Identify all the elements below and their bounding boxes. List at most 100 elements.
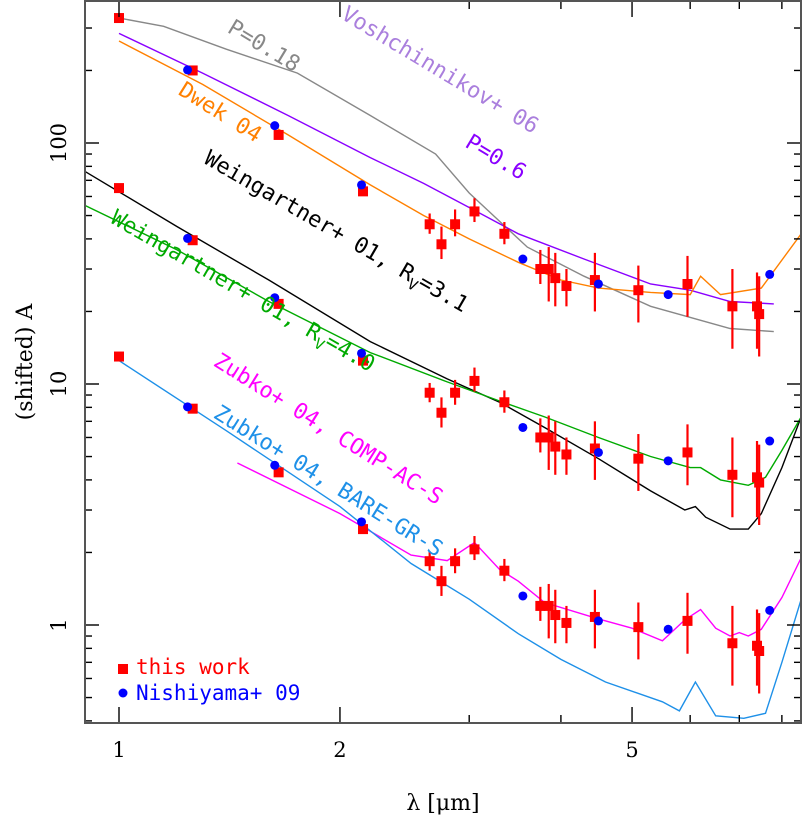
x-tick-label: 5	[625, 738, 638, 762]
data-point-square	[436, 407, 447, 418]
data-point-square	[358, 524, 369, 535]
data-point-square	[469, 375, 480, 386]
x-tick-label: 2	[333, 738, 346, 762]
data-point-square	[633, 453, 644, 464]
data-point-square	[450, 387, 461, 398]
data-point-square	[682, 447, 693, 458]
data-point-circle	[518, 254, 528, 264]
curve	[118, 360, 801, 720]
tick-labels: 1 2 5 1 10 100	[47, 123, 639, 762]
y-tick-label: 10	[47, 371, 71, 398]
axis-ticks	[85, 1, 801, 723]
data-point-square	[358, 186, 369, 197]
data-point-circle	[183, 233, 193, 243]
legend-circle-icon	[118, 688, 128, 698]
data-point-square	[727, 638, 738, 649]
data-point-square	[273, 467, 284, 478]
data-point-square	[114, 13, 124, 24]
data-point-square	[450, 219, 461, 230]
data-point-square	[589, 443, 600, 454]
curve	[118, 32, 774, 305]
curve-label: Voshchinnikov+ 06	[337, 2, 543, 139]
data-point-square	[561, 449, 572, 460]
data-point-circle	[663, 624, 673, 634]
legend-this-work: this work	[136, 655, 250, 679]
data-point-circle	[518, 591, 528, 601]
legend-square-icon	[118, 664, 128, 674]
data-point-square	[436, 239, 447, 250]
data-point-square	[727, 469, 738, 480]
x-axis-title: λ [μm]	[406, 791, 479, 816]
data-point-circle	[357, 348, 367, 358]
data-point-square	[187, 65, 198, 76]
data-point-square	[550, 441, 561, 452]
data-point-square	[754, 646, 765, 657]
data-point-square	[535, 432, 546, 443]
data-point-square	[752, 640, 763, 651]
data-point-square	[535, 600, 546, 611]
data-point-square	[561, 617, 572, 628]
data-point-square	[499, 228, 510, 239]
data-point-square	[436, 576, 447, 587]
data-point-square	[499, 565, 510, 576]
data-point-square	[424, 219, 435, 230]
data-point-circle	[663, 456, 673, 466]
curve-label: P=0.6	[461, 130, 531, 186]
data-point-square	[682, 278, 693, 289]
data-point-circle	[183, 65, 193, 75]
plot-frame	[84, 0, 802, 724]
data-point-square	[114, 183, 124, 194]
data-point-circle	[357, 180, 367, 190]
data-point-square	[543, 432, 554, 443]
data-point-square	[550, 610, 561, 621]
data-point-circle	[183, 402, 193, 412]
data-points	[114, 13, 775, 657]
data-point-circle	[663, 290, 673, 300]
data-point-square	[589, 275, 600, 286]
data-point-circle	[765, 605, 775, 615]
data-point-circle	[765, 436, 775, 446]
data-point-square	[752, 301, 763, 312]
data-point-square	[752, 472, 763, 483]
data-point-square	[633, 622, 644, 633]
y-tick-label: 1	[47, 618, 71, 631]
data-point-square	[499, 397, 510, 408]
data-point-square	[469, 544, 480, 555]
data-point-square	[561, 281, 572, 292]
y-tick-label: 100	[47, 123, 71, 163]
data-point-circle	[593, 616, 603, 626]
data-point-square	[543, 600, 554, 611]
data-point-square	[535, 264, 546, 275]
data-point-square	[424, 387, 435, 398]
data-point-circle	[357, 517, 367, 527]
data-point-square	[589, 611, 600, 622]
data-point-square	[273, 298, 284, 309]
data-point-square	[187, 235, 198, 246]
data-point-square	[273, 129, 284, 140]
legend: this work Nishiyama+ 09	[118, 655, 300, 705]
data-point-square	[754, 309, 765, 320]
data-point-circle	[270, 460, 280, 470]
data-point-square	[450, 556, 461, 567]
data-point-square	[114, 351, 124, 362]
legend-nishiyama: Nishiyama+ 09	[136, 681, 300, 705]
data-point-square	[424, 556, 435, 567]
model-curves	[85, 17, 801, 720]
data-point-square	[633, 285, 644, 296]
data-point-circle	[518, 422, 528, 432]
data-point-square	[682, 615, 693, 626]
data-point-square	[550, 273, 561, 284]
data-point-circle	[765, 269, 775, 279]
curve	[85, 171, 801, 530]
y-axis-title: (shifted) A	[13, 303, 38, 421]
data-point-square	[358, 355, 369, 366]
data-point-square	[754, 477, 765, 488]
data-point-square	[469, 206, 480, 217]
data-point-circle	[593, 447, 603, 457]
curve-label: P=0.18	[223, 15, 304, 77]
data-point-circle	[593, 279, 603, 289]
curve	[118, 40, 801, 296]
curve	[118, 17, 774, 333]
